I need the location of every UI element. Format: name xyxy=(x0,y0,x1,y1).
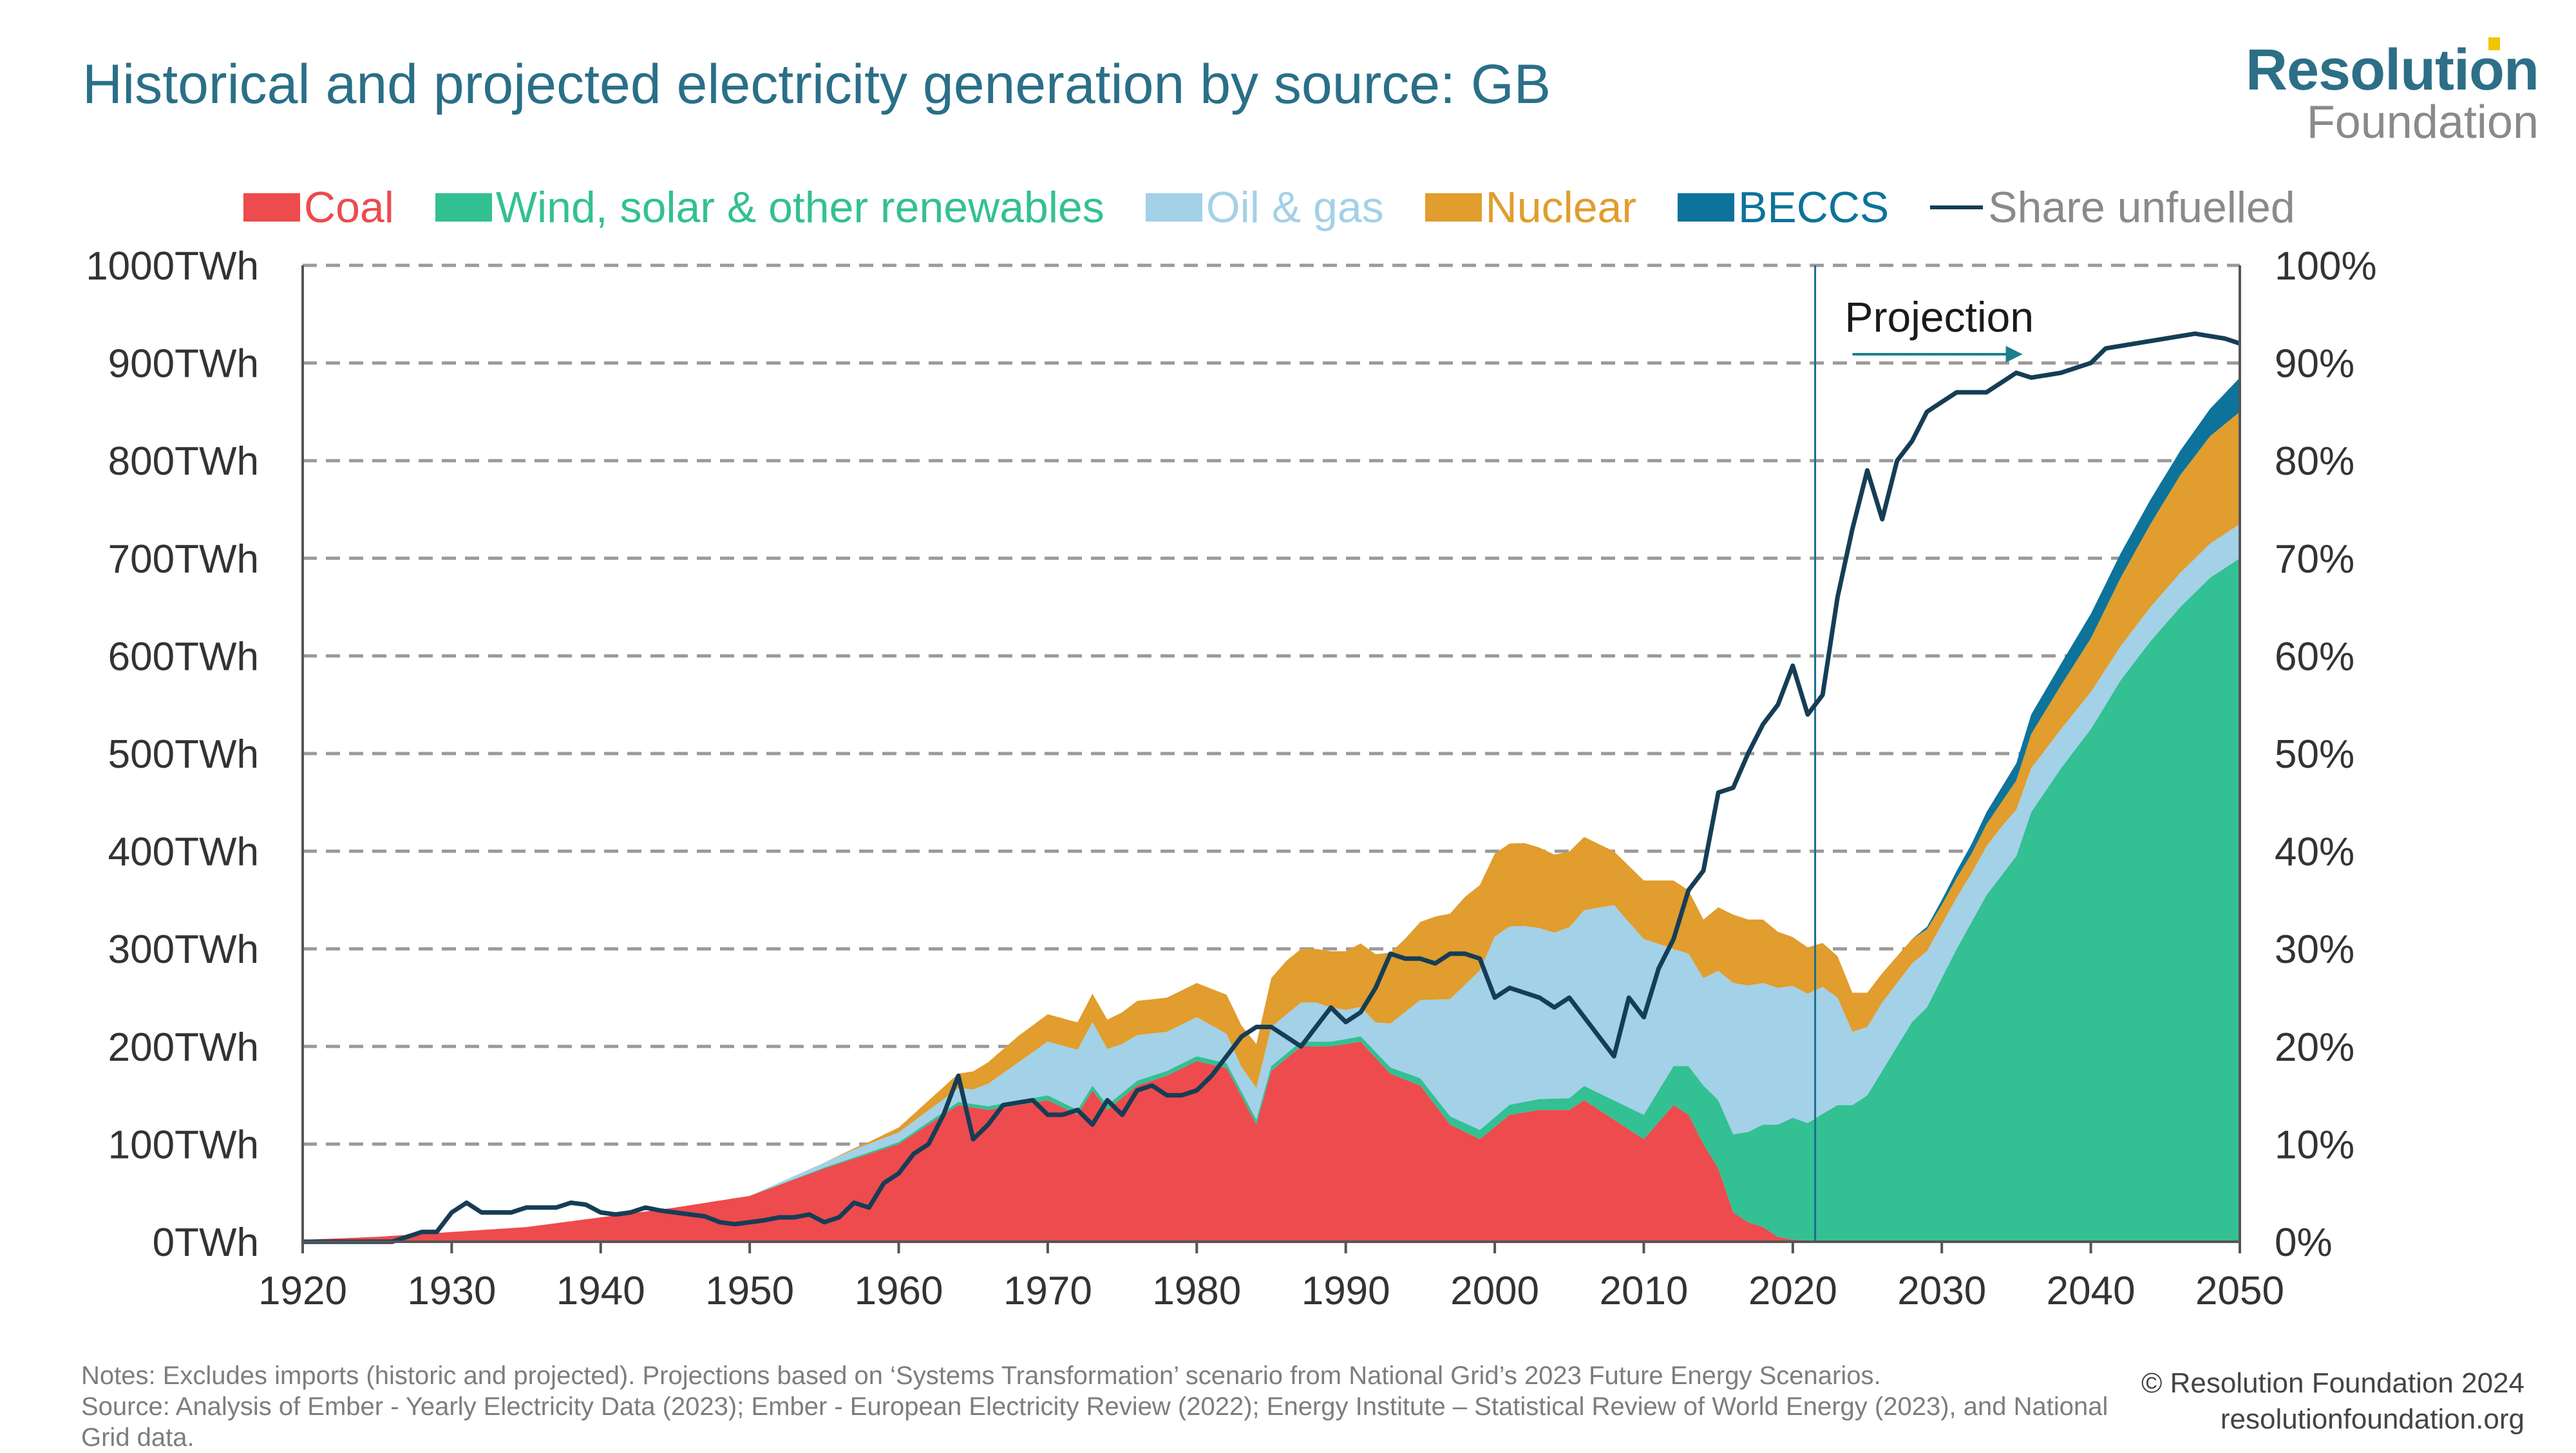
area-series-coal xyxy=(303,1041,2240,1242)
logo-accent-mark xyxy=(2488,37,2500,50)
legend-item: Coal xyxy=(243,182,394,233)
legend-label: BECCS xyxy=(1738,183,1889,232)
source-line: Source: Analysis of Ember - Yearly Elect… xyxy=(81,1392,2108,1452)
legend-swatch xyxy=(435,193,492,222)
chart-title: Historical and projected electricity gen… xyxy=(82,53,1551,115)
y2-tick-label: 0% xyxy=(2275,1220,2333,1265)
area-series-wind-solar-other-renewables xyxy=(303,558,2240,1242)
legend-item: Share unfuelled xyxy=(1930,182,2295,233)
y2-tick-label: 90% xyxy=(2275,342,2354,386)
legend-label: Oil & gas xyxy=(1206,183,1384,232)
y2-tick-label: 100% xyxy=(2275,244,2377,289)
y2-tick-label: 20% xyxy=(2275,1025,2354,1070)
y2-tick-label: 60% xyxy=(2275,634,2354,679)
y-tick-label: 600TWh xyxy=(108,634,259,679)
area-series-oil-gas xyxy=(303,524,2240,1240)
y-tick-label: 700TWh xyxy=(108,537,259,582)
chart-notes: Notes: Excludes imports (historic and pr… xyxy=(81,1360,2110,1453)
y2-tick-label: 70% xyxy=(2275,537,2354,582)
x-tick-label: 2030 xyxy=(1897,1269,1986,1313)
legend-swatch xyxy=(1425,193,1482,222)
legend-item: Nuclear xyxy=(1425,182,1636,233)
notes-line: Notes: Excludes imports (historic and pr… xyxy=(81,1362,1881,1390)
x-tick-label: 1930 xyxy=(407,1269,496,1313)
y-tick-label: 500TWh xyxy=(108,732,259,777)
brand-logo: Resolution Foundation xyxy=(2246,37,2539,148)
x-tick-label: 1950 xyxy=(705,1269,794,1313)
logo-line-1: Resolution xyxy=(2246,38,2539,102)
chart-legend: Coal Wind, solar & other renewables Oil & … xyxy=(243,182,2336,233)
x-tick-label: 1980 xyxy=(1152,1269,1241,1313)
legend-label: Share unfuelled xyxy=(1988,183,2295,232)
projection-label: Projection xyxy=(1845,293,2034,341)
legend-swatch xyxy=(243,193,300,222)
y-tick-label: 100TWh xyxy=(108,1123,259,1167)
website-line: resolutionfoundation.org xyxy=(2220,1403,2524,1435)
y-tick-label: 400TWh xyxy=(108,830,259,875)
legend-item: Oil & gas xyxy=(1145,182,1384,233)
y-tick-label: 0TWh xyxy=(153,1220,259,1265)
x-tick-label: 1990 xyxy=(1302,1269,1390,1313)
legend-label: Nuclear xyxy=(1485,183,1636,232)
copyright-credit: © Resolution Foundation 2024 resolutionf… xyxy=(2141,1365,2524,1438)
x-tick-label: 2010 xyxy=(1599,1269,1688,1313)
x-tick-label: 1940 xyxy=(556,1269,645,1313)
legend-swatch xyxy=(1677,193,1734,222)
x-tick-label: 2000 xyxy=(1450,1269,1539,1313)
y2-tick-label: 40% xyxy=(2275,830,2354,875)
x-tick-label: 2050 xyxy=(2195,1269,2284,1313)
x-tick-label: 2040 xyxy=(2047,1269,2136,1313)
x-tick-label: 1970 xyxy=(1003,1269,1092,1313)
y2-tick-label: 50% xyxy=(2275,732,2354,777)
y-tick-label: 800TWh xyxy=(108,439,259,484)
y2-tick-label: 80% xyxy=(2275,439,2354,484)
x-tick-label: 2020 xyxy=(1748,1269,1837,1313)
legend-item: Wind, solar & other renewables xyxy=(435,182,1104,233)
x-tick-label: 1960 xyxy=(855,1269,943,1313)
legend-swatch xyxy=(1145,193,1202,222)
legend-swatch xyxy=(1930,205,1984,209)
y-tick-label: 900TWh xyxy=(108,342,259,386)
projection-arrow-head xyxy=(2005,346,2023,363)
y2-tick-label: 10% xyxy=(2275,1123,2354,1167)
share-unfuelled-line xyxy=(303,331,2241,1244)
x-tick-label: 1920 xyxy=(258,1269,347,1313)
legend-label: Wind, solar & other renewables xyxy=(495,183,1104,232)
legend-label: Coal xyxy=(304,183,394,232)
y-tick-label: 300TWh xyxy=(108,927,259,972)
y-tick-label: 1000TWh xyxy=(86,244,259,289)
legend-item: BECCS xyxy=(1677,182,1889,233)
logo-line-2: Foundation xyxy=(2306,97,2539,148)
copyright-line: © Resolution Foundation 2024 xyxy=(2141,1367,2524,1399)
y-tick-label: 200TWh xyxy=(108,1025,259,1070)
y2-tick-label: 30% xyxy=(2275,927,2354,972)
